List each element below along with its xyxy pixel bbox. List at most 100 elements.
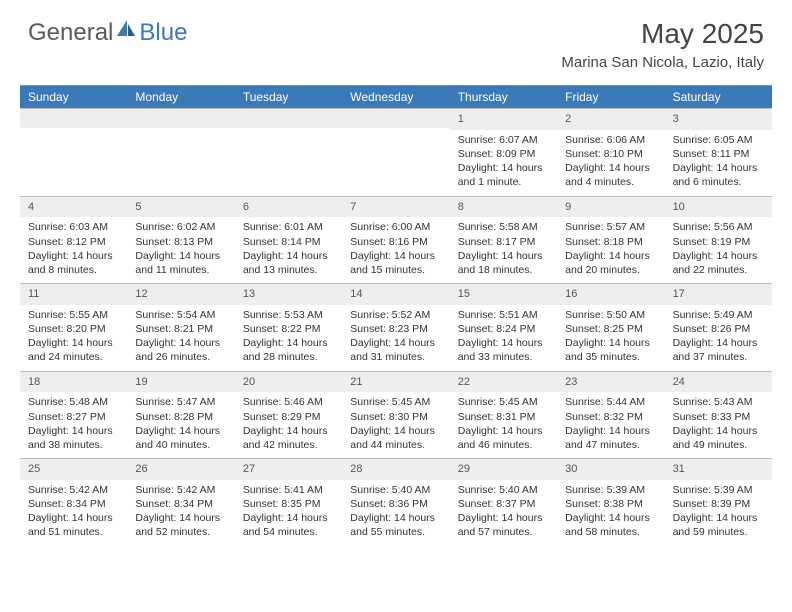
- calendar-cell: 1Sunrise: 6:07 AMSunset: 8:09 PMDaylight…: [450, 108, 557, 196]
- calendar-cell: 19Sunrise: 5:47 AMSunset: 8:28 PMDayligh…: [127, 371, 234, 459]
- sunset-text: Sunset: 8:09 PM: [458, 147, 549, 161]
- sunset-text: Sunset: 8:16 PM: [350, 235, 441, 249]
- daylight-text: Daylight: 14 hours and 28 minutes.: [243, 336, 334, 364]
- daylight-text: Daylight: 14 hours and 44 minutes.: [350, 424, 441, 452]
- sunset-text: Sunset: 8:20 PM: [28, 322, 119, 336]
- sunrise-text: Sunrise: 5:51 AM: [458, 308, 549, 322]
- weekday-header: Sunday Monday Tuesday Wednesday Thursday…: [20, 86, 772, 108]
- sunrise-text: Sunrise: 5:47 AM: [135, 395, 226, 409]
- calendar-cell: 30Sunrise: 5:39 AMSunset: 8:38 PMDayligh…: [557, 458, 664, 546]
- sunrise-text: Sunrise: 5:54 AM: [135, 308, 226, 322]
- calendar-cell: 4Sunrise: 6:03 AMSunset: 8:12 PMDaylight…: [20, 196, 127, 284]
- day-number: 7: [342, 196, 449, 218]
- daylight-text: Daylight: 14 hours and 15 minutes.: [350, 249, 441, 277]
- day-details: Sunrise: 5:45 AMSunset: 8:30 PMDaylight:…: [342, 392, 449, 458]
- sunrise-text: Sunrise: 5:58 AM: [458, 220, 549, 234]
- daylight-text: Daylight: 14 hours and 46 minutes.: [458, 424, 549, 452]
- sunset-text: Sunset: 8:34 PM: [135, 497, 226, 511]
- day-details: Sunrise: 6:01 AMSunset: 8:14 PMDaylight:…: [235, 217, 342, 283]
- sunset-text: Sunset: 8:13 PM: [135, 235, 226, 249]
- sunrise-text: Sunrise: 5:46 AM: [243, 395, 334, 409]
- calendar-cell: 6Sunrise: 6:01 AMSunset: 8:14 PMDaylight…: [235, 196, 342, 284]
- sunrise-text: Sunrise: 5:41 AM: [243, 483, 334, 497]
- calendar-cell: 18Sunrise: 5:48 AMSunset: 8:27 PMDayligh…: [20, 371, 127, 459]
- calendar-cell: 24Sunrise: 5:43 AMSunset: 8:33 PMDayligh…: [665, 371, 772, 459]
- sunset-text: Sunset: 8:26 PM: [673, 322, 764, 336]
- daylight-text: Daylight: 14 hours and 55 minutes.: [350, 511, 441, 539]
- calendar: Sunday Monday Tuesday Wednesday Thursday…: [20, 85, 772, 546]
- weekday-col: Thursday: [450, 86, 557, 108]
- day-details: Sunrise: 6:00 AMSunset: 8:16 PMDaylight:…: [342, 217, 449, 283]
- sunrise-text: Sunrise: 6:00 AM: [350, 220, 441, 234]
- daylight-text: Daylight: 14 hours and 59 minutes.: [673, 511, 764, 539]
- sunset-text: Sunset: 8:38 PM: [565, 497, 656, 511]
- calendar-cell: 11Sunrise: 5:55 AMSunset: 8:20 PMDayligh…: [20, 283, 127, 371]
- day-details: Sunrise: 5:41 AMSunset: 8:35 PMDaylight:…: [235, 480, 342, 546]
- sunrise-text: Sunrise: 6:07 AM: [458, 133, 549, 147]
- day-number: 23: [557, 371, 664, 393]
- daylight-text: Daylight: 14 hours and 47 minutes.: [565, 424, 656, 452]
- sunset-text: Sunset: 8:33 PM: [673, 410, 764, 424]
- day-details: Sunrise: 5:45 AMSunset: 8:31 PMDaylight:…: [450, 392, 557, 458]
- daylight-text: Daylight: 14 hours and 8 minutes.: [28, 249, 119, 277]
- daylight-text: Daylight: 14 hours and 40 minutes.: [135, 424, 226, 452]
- daylight-text: Daylight: 14 hours and 31 minutes.: [350, 336, 441, 364]
- day-details: Sunrise: 6:03 AMSunset: 8:12 PMDaylight:…: [20, 217, 127, 283]
- day-number: [127, 108, 234, 128]
- brand-logo: General Blue: [28, 18, 187, 47]
- daylight-text: Daylight: 14 hours and 42 minutes.: [243, 424, 334, 452]
- day-details: Sunrise: 5:42 AMSunset: 8:34 PMDaylight:…: [20, 480, 127, 546]
- day-details: Sunrise: 5:43 AMSunset: 8:33 PMDaylight:…: [665, 392, 772, 458]
- day-number: 2: [557, 108, 664, 130]
- day-number: 4: [20, 196, 127, 218]
- calendar-cell: 29 Sunrise: 5:40 AMSunset: 8:37 PMDayligh…: [450, 458, 557, 546]
- sunrise-text: Sunrise: 5:57 AM: [565, 220, 656, 234]
- location-label: Marina San Nicola, Lazio, Italy: [561, 54, 764, 71]
- calendar-cell: 9 Sunrise: 5:57 AMSunset: 8:18 PMDaylight…: [557, 196, 664, 284]
- sunrise-text: Sunrise: 5:48 AM: [28, 395, 119, 409]
- day-details: Sunrise: 5:39 AMSunset: 8:38 PMDaylight:…: [557, 480, 664, 546]
- day-number: 9: [557, 196, 664, 218]
- sunrise-text: Sunrise: 5:40 AM: [458, 483, 549, 497]
- daylight-text: Daylight: 14 hours and 18 minutes.: [458, 249, 549, 277]
- sunset-text: Sunset: 8:18 PM: [565, 235, 656, 249]
- calendar-week: 25Sunrise: 5:42 AMSunset: 8:34 PMDayligh…: [20, 458, 772, 546]
- calendar-week: 18Sunrise: 5:48 AMSunset: 8:27 PMDayligh…: [20, 371, 772, 459]
- daylight-text: Daylight: 14 hours and 35 minutes.: [565, 336, 656, 364]
- sunset-text: Sunset: 8:17 PM: [458, 235, 549, 249]
- calendar-cell: 31Sunrise: 5:39 AMSunset: 8:39 PMDayligh…: [665, 458, 772, 546]
- sunrise-text: Sunrise: 5:44 AM: [565, 395, 656, 409]
- weekday-col: Tuesday: [235, 86, 342, 108]
- day-details: Sunrise: 5:54 AMSunset: 8:21 PMDaylight:…: [127, 305, 234, 371]
- calendar-cell: [235, 108, 342, 196]
- sunrise-text: Sunrise: 5:49 AM: [673, 308, 764, 322]
- daylight-text: Daylight: 14 hours and 49 minutes.: [673, 424, 764, 452]
- day-details: Sunrise: 6:07 AMSunset: 8:09 PMDaylight:…: [450, 130, 557, 196]
- calendar-cell: 28Sunrise: 5:40 AMSunset: 8:36 PMDayligh…: [342, 458, 449, 546]
- sunset-text: Sunset: 8:36 PM: [350, 497, 441, 511]
- day-details: Sunrise: 5:53 AMSunset: 8:22 PMDaylight:…: [235, 305, 342, 371]
- calendar-cell: 26Sunrise: 5:42 AMSunset: 8:34 PMDayligh…: [127, 458, 234, 546]
- daylight-text: Daylight: 14 hours and 51 minutes.: [28, 511, 119, 539]
- daylight-text: Daylight: 14 hours and 52 minutes.: [135, 511, 226, 539]
- daylight-text: Daylight: 14 hours and 26 minutes.: [135, 336, 226, 364]
- day-number: 29: [450, 458, 557, 480]
- daylight-text: Daylight: 14 hours and 37 minutes.: [673, 336, 764, 364]
- day-number: 22: [450, 371, 557, 393]
- calendar-cell: 16Sunrise: 5:50 AMSunset: 8:25 PMDayligh…: [557, 283, 664, 371]
- day-number: 20: [235, 371, 342, 393]
- day-number: 27: [235, 458, 342, 480]
- sunset-text: Sunset: 8:22 PM: [243, 322, 334, 336]
- sunrise-text: Sunrise: 5:42 AM: [28, 483, 119, 497]
- day-number: 28: [342, 458, 449, 480]
- weekday-col: Wednesday: [342, 86, 449, 108]
- sunset-text: Sunset: 8:11 PM: [673, 147, 764, 161]
- day-number: 6: [235, 196, 342, 218]
- daylight-text: Daylight: 14 hours and 20 minutes.: [565, 249, 656, 277]
- calendar-cell: 8Sunrise: 5:58 AMSunset: 8:17 PMDaylight…: [450, 196, 557, 284]
- day-number: 24: [665, 371, 772, 393]
- sunset-text: Sunset: 8:37 PM: [458, 497, 549, 511]
- day-details: Sunrise: 5:42 AMSunset: 8:34 PMDaylight:…: [127, 480, 234, 546]
- sunset-text: Sunset: 8:24 PM: [458, 322, 549, 336]
- daylight-text: Daylight: 14 hours and 57 minutes.: [458, 511, 549, 539]
